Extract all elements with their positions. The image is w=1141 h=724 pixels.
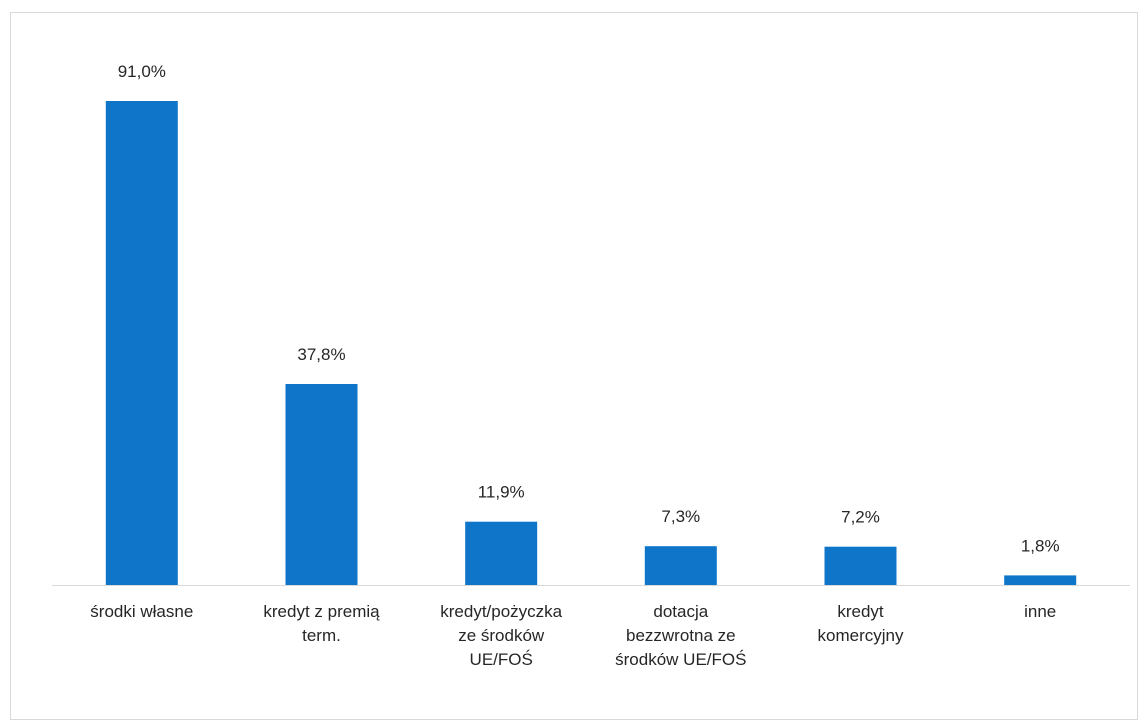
category-label-1: kredyt z premią term.: [263, 602, 380, 645]
category-label-3: dotacja bezzwrotna ze środków UE/FOŚ: [615, 602, 746, 669]
category-label-2: kredyt/pożyczka ze środków UE/FOŚ: [440, 602, 562, 669]
value-label-5: 1,8%: [1021, 536, 1060, 555]
category-label-line: ze środków: [458, 626, 545, 645]
category-label-line: term.: [302, 626, 341, 645]
value-labels-layer: 91,0% 37,8% 11,9% 7,3% 7,2% 1,8%: [118, 62, 1060, 555]
category-label-4: kredyt komercyjny: [818, 602, 904, 645]
category-label-line: kredyt z premią: [263, 602, 380, 621]
value-label-1: 37,8%: [297, 345, 345, 364]
bar-5: [1004, 575, 1077, 585]
bar-1: [285, 384, 358, 585]
bar-4: [824, 546, 897, 585]
value-label-2: 11,9%: [478, 483, 525, 502]
category-label-line: komercyjny: [818, 626, 904, 645]
category-label-line: kredyt: [837, 602, 884, 621]
value-label-3: 7,3%: [661, 507, 700, 526]
value-label-0: 91,0%: [118, 62, 166, 81]
bar-3: [644, 546, 717, 585]
category-label-line: kredyt/pożyczka: [440, 602, 562, 621]
bar-0: [105, 101, 178, 585]
chart-frame: [10, 12, 1138, 720]
category-label-line: środki własne: [90, 602, 193, 621]
category-label-line: inne: [1024, 602, 1056, 621]
bar-2: [465, 521, 538, 585]
category-label-line: dotacja: [653, 602, 708, 621]
category-label-line: bezzwrotna ze: [626, 626, 736, 645]
category-label-5: inne: [1024, 602, 1056, 621]
category-labels-layer: środki własne kredyt z premią term. kredyt/…: [90, 602, 1056, 669]
category-label-line: UE/FOŚ: [470, 650, 533, 669]
category-label-0: środki własne: [90, 602, 193, 621]
category-label-line: środków UE/FOŚ: [615, 650, 746, 669]
bars-layer: [105, 101, 1077, 585]
value-label-4: 7,2%: [841, 508, 880, 527]
